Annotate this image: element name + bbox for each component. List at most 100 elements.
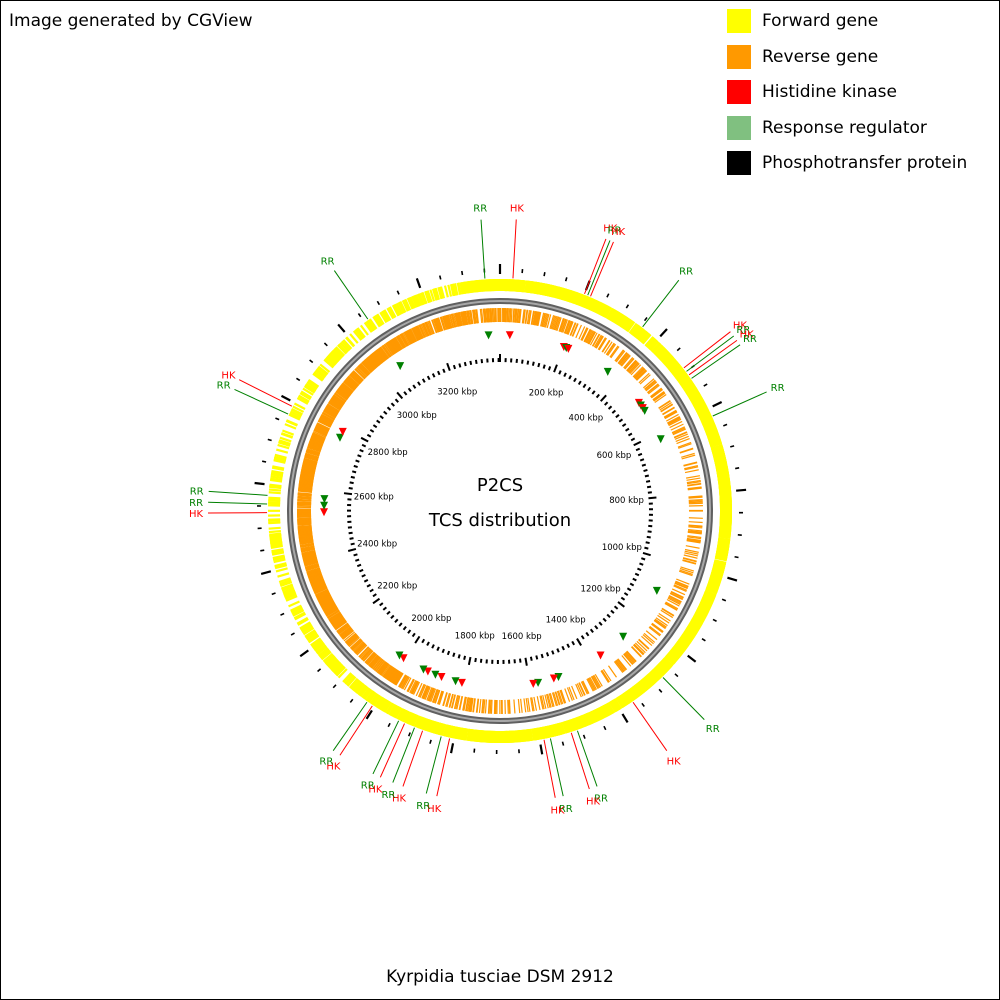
forward-gene — [341, 340, 351, 351]
reverse-gene — [552, 316, 558, 330]
forward-gene — [705, 588, 718, 595]
forward-gene — [270, 475, 283, 480]
minor-tick — [615, 414, 620, 419]
forward-gene — [702, 420, 715, 428]
forward-gene — [269, 533, 282, 538]
reverse-gene — [614, 660, 625, 673]
reverse-gene — [613, 661, 624, 673]
rr-callout-line — [662, 677, 705, 720]
forward-gene — [563, 289, 570, 302]
forward-gene — [374, 314, 383, 327]
forward-gene — [279, 580, 292, 587]
minor-tick — [379, 602, 384, 607]
major-tick — [254, 481, 265, 486]
reverse-gene — [592, 675, 601, 689]
minor-tick — [603, 725, 607, 731]
forward-gene — [517, 730, 521, 743]
forward-gene — [692, 615, 704, 624]
forward-gene — [649, 340, 660, 351]
reverse-gene — [423, 322, 430, 337]
forward-gene — [399, 301, 407, 313]
reverse-gene — [672, 428, 686, 436]
minor-tick — [356, 563, 362, 568]
reverse-gene — [654, 393, 667, 403]
reverse-gene — [523, 698, 527, 713]
reverse-gene — [406, 678, 414, 692]
minor-tick — [260, 549, 265, 552]
reverse-gene — [358, 646, 369, 658]
forward-gene — [322, 652, 334, 663]
reverse-gene — [666, 598, 680, 607]
minor-tick — [547, 366, 552, 371]
minor-tick — [543, 272, 546, 277]
rr-callout-line — [333, 270, 369, 320]
reverse-gene — [621, 655, 632, 667]
forward-gene — [268, 491, 281, 495]
forward-gene — [574, 717, 581, 730]
reverse-gene — [467, 310, 472, 325]
legend-item-response-regulator: Response regulator — [727, 115, 967, 152]
reverse-gene — [453, 313, 458, 328]
minor-tick — [551, 650, 555, 655]
forward-gene — [335, 346, 346, 357]
reverse-gene — [448, 693, 454, 708]
reverse-gene — [464, 310, 469, 325]
forward-gene — [297, 618, 309, 626]
minor-tick — [296, 377, 301, 382]
minor-tick — [438, 275, 442, 280]
reverse-gene — [686, 479, 701, 484]
forward-gene — [693, 613, 706, 621]
major-tick — [414, 635, 421, 644]
forward-gene — [330, 661, 341, 672]
forward-gene — [279, 579, 292, 586]
reverse-gene — [382, 664, 392, 678]
forward-gene — [667, 651, 679, 661]
major-tick — [360, 436, 369, 443]
reverse-gene — [297, 524, 312, 528]
minor-tick — [351, 470, 357, 474]
reverse-gene — [442, 692, 448, 706]
reverse-gene — [684, 548, 699, 553]
forward-gene — [665, 358, 677, 369]
histidine-kinase-marker — [399, 654, 408, 663]
forward-gene — [548, 725, 553, 738]
minor-tick — [602, 617, 607, 622]
reverse-gene — [384, 343, 394, 356]
reverse-gene — [661, 608, 675, 617]
minor-tick — [606, 613, 611, 619]
reverse-gene — [551, 315, 557, 330]
minor-tick — [646, 485, 652, 489]
minor-tick — [407, 732, 411, 737]
reverse-gene — [671, 426, 685, 434]
reverse-gene — [342, 382, 354, 393]
forward-gene — [403, 299, 410, 312]
forward-gene — [626, 321, 636, 333]
reverse-gene — [682, 557, 697, 563]
reverse-gene — [417, 325, 424, 339]
reverse-gene — [490, 699, 493, 714]
reverse-gene — [356, 366, 368, 378]
reverse-gene — [647, 383, 659, 394]
reverse-gene — [376, 660, 386, 673]
minor-tick — [359, 568, 364, 573]
forward-gene — [271, 466, 285, 471]
rr-callout-line — [332, 701, 368, 751]
forward-gene — [386, 307, 395, 320]
minor-tick — [625, 427, 630, 432]
major-tick — [687, 654, 697, 663]
minor-tick — [429, 739, 432, 744]
reverse-gene — [508, 699, 511, 714]
minor-tick — [637, 567, 642, 572]
minor-tick — [394, 398, 399, 403]
forward-gene — [437, 287, 443, 300]
reverse-gene — [664, 411, 678, 420]
reverse-gene — [476, 309, 479, 324]
minor-tick — [641, 463, 647, 467]
forward-gene — [325, 356, 336, 367]
forward-gene — [332, 348, 343, 359]
rr-callout-label: RR — [679, 267, 693, 278]
reverse-gene — [303, 457, 318, 463]
forward-gene — [320, 649, 331, 660]
reverse-gene — [671, 588, 686, 596]
hk-callout-label: HK — [586, 796, 601, 807]
